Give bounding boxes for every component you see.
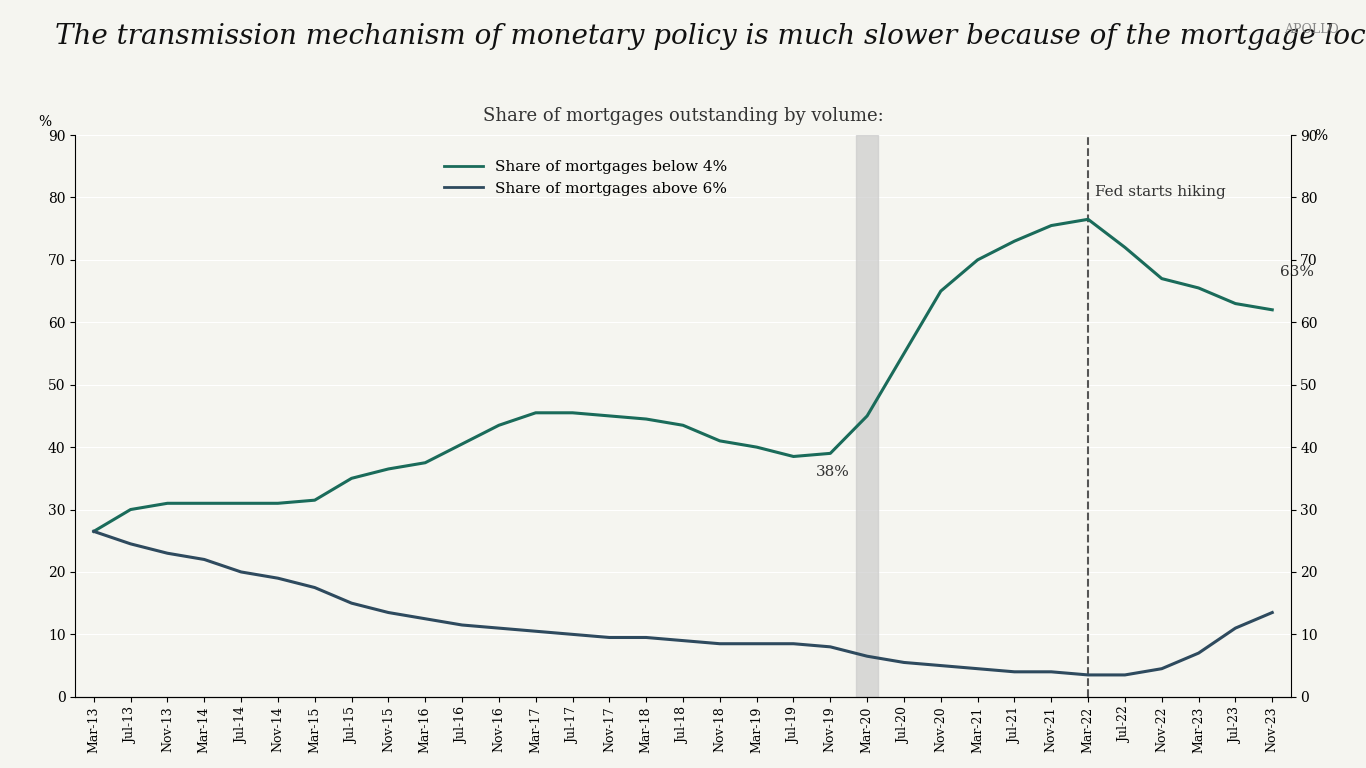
Legend: Share of mortgages below 4%, Share of mortgages above 6%: Share of mortgages below 4%, Share of mo… bbox=[438, 154, 734, 202]
Bar bbox=[856, 135, 878, 697]
Text: 63%: 63% bbox=[1280, 266, 1314, 280]
Text: 38%: 38% bbox=[816, 465, 850, 479]
Title: Share of mortgages outstanding by volume:: Share of mortgages outstanding by volume… bbox=[482, 108, 884, 125]
Y-axis label: %: % bbox=[1314, 130, 1328, 144]
Text: APOLLO: APOLLO bbox=[1284, 23, 1339, 36]
Text: Fed starts hiking: Fed starts hiking bbox=[1096, 185, 1227, 199]
Y-axis label: %: % bbox=[38, 115, 52, 130]
Text: The transmission mechanism of monetary policy is much slower because of the mort: The transmission mechanism of monetary p… bbox=[55, 23, 1366, 50]
